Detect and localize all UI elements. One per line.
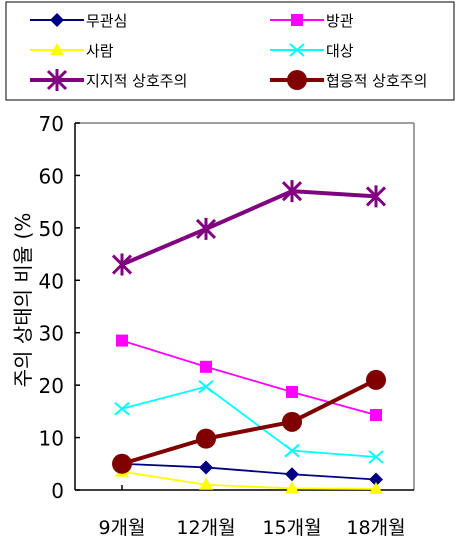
y-tick-label: 30: [39, 322, 64, 346]
data-point: [369, 472, 383, 487]
legend-label: 지지적 상호주의: [86, 72, 187, 90]
legend-marker: [291, 14, 303, 26]
data-point: [200, 360, 212, 373]
legend-entry-4: 지지적 상호주의: [30, 69, 187, 91]
data-point: [114, 401, 130, 416]
series-4: [111, 180, 387, 276]
data-point: [365, 185, 387, 208]
data-point: [199, 477, 213, 490]
series-0: [115, 456, 383, 487]
legend-label: 대상: [326, 42, 354, 60]
data-point: [366, 369, 386, 390]
series-line: [121, 339, 377, 416]
legend-marker: [50, 43, 64, 55]
y-axis-title: 주의 상태의 비율 (%: [11, 213, 35, 388]
series-1: [116, 334, 382, 422]
y-tick-label: 70: [39, 112, 64, 136]
data-point: [284, 443, 300, 458]
y-tick-label: 0: [51, 479, 64, 503]
data-point: [282, 411, 302, 432]
x-tick-label: 12개월: [176, 517, 235, 539]
legend-label: 사람: [86, 42, 114, 60]
series-line: [121, 378, 377, 466]
y-tick-label: 20: [39, 374, 64, 398]
data-point: [195, 217, 217, 240]
legend-label: 무관심: [86, 12, 127, 30]
data-point: [112, 453, 132, 474]
data-point: [111, 253, 133, 276]
x-tick-label: 18개월: [346, 517, 405, 539]
data-point: [286, 385, 298, 398]
y-tick-label: 10: [39, 427, 64, 451]
y-axis-label: 주의 상태의 비율 (%: [11, 213, 35, 388]
legend-entry-0: 무관심: [30, 12, 127, 30]
legend-marker: [289, 43, 305, 57]
data-point: [285, 481, 299, 494]
data-point: [369, 481, 383, 494]
legend-label: 협응적 상호주의: [326, 72, 427, 90]
x-tick-label: 15개월: [262, 517, 321, 539]
legend-entry-1: 방관: [270, 12, 354, 30]
legend-marker: [287, 70, 307, 90]
legend-entry-2: 사람: [30, 42, 114, 60]
data-point: [199, 460, 213, 475]
data-point: [116, 334, 128, 347]
data-point: [285, 467, 299, 482]
data-point: [281, 180, 303, 203]
data-point: [196, 428, 216, 449]
series-line: [121, 385, 377, 458]
legend-marker: [50, 13, 64, 27]
data-point: [370, 409, 382, 422]
data-point: [198, 379, 214, 394]
y-tick-label: 40: [39, 269, 64, 293]
y-tick-label: 60: [39, 164, 64, 188]
series-5: [112, 369, 386, 474]
x-tick-label: 9개월: [98, 517, 145, 539]
legend-marker: [46, 69, 68, 91]
plot-area: 0 10 20 30 40 50 60 70 9개월 12개월 15개월 18개월: [39, 112, 415, 539]
series-line: [121, 470, 377, 490]
series-3: [114, 379, 384, 464]
y-tick-label: 50: [39, 217, 64, 241]
series-line: [121, 189, 377, 267]
legend-entry-5: 협응적 상호주의: [270, 70, 427, 90]
legend-label: 방관: [326, 12, 354, 30]
legend-entry-3: 대상: [270, 42, 354, 60]
data-point: [368, 450, 384, 464]
series-line: [121, 462, 377, 481]
